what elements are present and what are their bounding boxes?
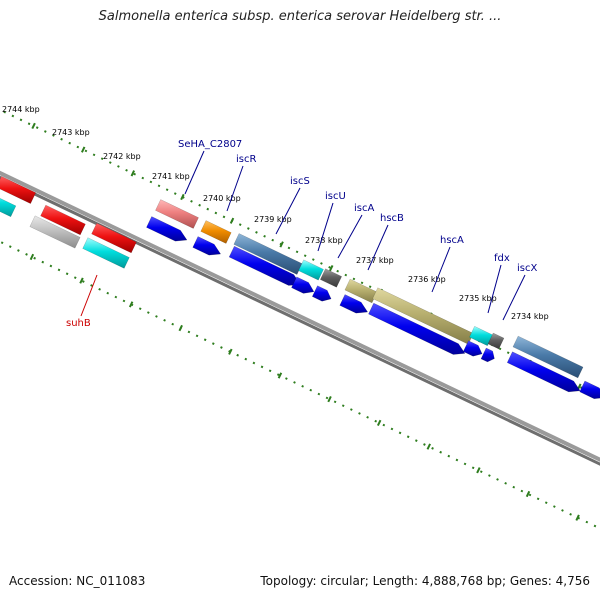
tick-label: 2740 kbp — [203, 194, 241, 203]
tick-label: 2734 kbp — [511, 312, 549, 321]
major-tick — [79, 277, 84, 284]
gene-label: suhB — [66, 318, 91, 329]
major-tick — [130, 170, 136, 177]
feature-hscb — [344, 278, 378, 304]
major-tick — [128, 301, 134, 308]
backbone-line — [0, 175, 600, 466]
feature-layer — [0, 176, 600, 399]
gene-leader-line — [502, 274, 526, 321]
major-tick — [329, 264, 334, 272]
gene-leader-line — [226, 165, 244, 212]
feature-cyan — [82, 237, 130, 269]
gene-leader-line — [317, 202, 334, 252]
gene-label: hscA — [440, 235, 464, 246]
major-tick — [426, 443, 431, 450]
feature-isca — [319, 268, 343, 288]
cds-hsca — [368, 302, 466, 355]
major-tick — [229, 217, 235, 224]
major-tick — [228, 348, 233, 355]
feature-fdx — [469, 325, 493, 347]
feature-red — [91, 222, 137, 254]
feature-red — [40, 204, 86, 236]
topology-summary: Topology: circular; Length: 4,888,768 bp… — [260, 574, 590, 588]
cds-right — [506, 351, 581, 393]
gene-label: iscA — [354, 203, 374, 214]
tick-label: 2735 kbp — [459, 294, 497, 303]
gene-leader-line — [184, 150, 205, 195]
cds-fdx — [462, 340, 483, 357]
cds-iscx — [480, 347, 495, 363]
backbone-layer — [0, 170, 600, 466]
cds-seha-c2807 — [146, 216, 188, 242]
backbone-line — [0, 170, 600, 462]
major-tick — [277, 372, 283, 379]
major-tick — [575, 514, 580, 521]
feature-right — [512, 335, 584, 379]
cds-hscb — [339, 294, 369, 314]
feature-iscr — [200, 220, 232, 244]
gene-leader-line — [337, 214, 363, 259]
tick-label: 2737 kbp — [356, 256, 394, 265]
major-tick — [178, 324, 183, 332]
outer-tick-ring — [0, 108, 600, 398]
tick-label: 2736 kbp — [408, 275, 446, 284]
tick-label: 2739 kbp — [254, 215, 292, 224]
feature-grey — [29, 215, 81, 249]
cds-iscr — [192, 236, 222, 256]
cds-iscu — [291, 276, 315, 294]
tick-label: 2738 kbp — [305, 236, 343, 245]
major-tick — [476, 467, 481, 474]
gene-label: iscU — [325, 191, 346, 202]
inner-tick-ring — [0, 240, 600, 530]
major-tick — [81, 146, 86, 153]
feature-seha-c2807 — [155, 199, 199, 229]
gene-leader-line — [80, 274, 98, 317]
feature-iscs — [233, 233, 303, 275]
gene-leader-line — [431, 246, 451, 293]
gene-leader-line — [275, 187, 301, 235]
major-tick — [279, 241, 284, 248]
page-title: Salmonella enterica subsp. enterica sero… — [98, 9, 502, 24]
gene-leader-line — [367, 224, 389, 271]
gene-label: SeHA_C2807 — [178, 139, 242, 150]
gene-label: fdx — [494, 253, 510, 264]
gene-leader-line — [487, 264, 502, 314]
gene-label: iscR — [236, 154, 256, 165]
gene-label: iscS — [290, 176, 310, 187]
major-tick — [376, 419, 382, 427]
major-tick — [31, 122, 36, 130]
accession-text: Accession: NC_011083 — [9, 574, 146, 588]
feature-iscx — [487, 332, 505, 350]
label-layer: 2744 kbp 2743 kbp 2742 kbp 2741 kbp 2740 kbp… — [2, 105, 549, 329]
feature-red — [0, 176, 37, 204]
gene-label: iscX — [517, 263, 537, 274]
feature-cyan — [0, 198, 17, 218]
gene-label: hscB — [380, 213, 404, 224]
major-tick — [29, 253, 35, 261]
tick-label: 2742 kbp — [103, 152, 141, 161]
feature-iscu — [298, 259, 324, 281]
major-tick — [525, 490, 531, 498]
major-tick — [327, 396, 332, 403]
major-tick — [180, 193, 185, 201]
tick-label: 2741 kbp — [152, 172, 190, 181]
tick-label: 2743 kbp — [52, 128, 90, 137]
cds-right-edge — [579, 380, 600, 399]
tick-label: 2744 kbp — [2, 105, 40, 114]
cds-isca — [311, 285, 332, 302]
